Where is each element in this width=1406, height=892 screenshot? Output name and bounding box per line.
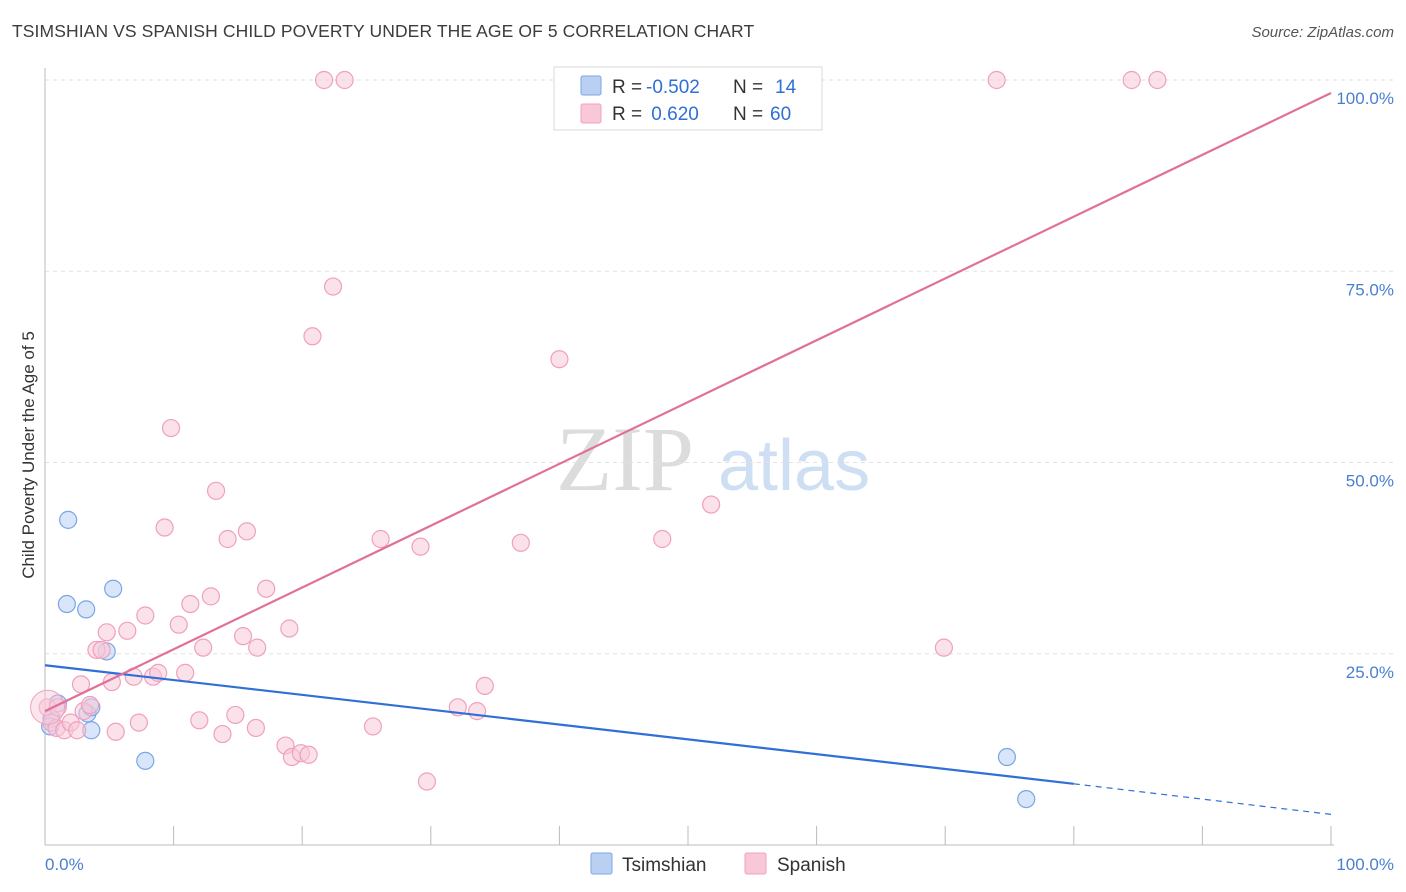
y-tick-label-50: 50.0% — [1346, 472, 1394, 491]
legend-r-value-1: -0.502 — [646, 77, 700, 98]
spanish-point-6 — [68, 721, 87, 740]
spanish-point-25 — [181, 594, 200, 614]
tsimshian-point-10 — [136, 751, 155, 770]
y-tick-labels: 25.0% 50.0% 75.0% 100.0% — [1336, 89, 1394, 682]
tsimshian-point-4 — [77, 600, 96, 619]
legend-swatch-tsimshian — [580, 75, 602, 96]
spanish-point-33 — [233, 627, 253, 646]
scatter-points — [30, 70, 1167, 809]
spanish-point-62 — [1148, 70, 1167, 90]
spanish-point-35 — [248, 638, 267, 657]
spanish-point-11 — [92, 640, 111, 660]
spanish-point-36 — [246, 718, 266, 738]
spanish-point-49 — [411, 537, 430, 556]
watermark-zip: ZIP — [556, 408, 694, 510]
series-legend-swatch-tsimshian — [590, 852, 613, 875]
tsimshian-trend-extension — [1073, 783, 1332, 815]
spanish-point-26 — [190, 711, 209, 730]
spanish-point-22 — [161, 418, 181, 438]
spanish-point-30 — [213, 724, 232, 744]
chart-title: TSIMSHIAN VS SPANISH CHILD POVERTY UNDER… — [12, 21, 755, 41]
tsimshian-point-3 — [59, 510, 78, 529]
spanish-point-46 — [335, 70, 354, 90]
spanish-point-55 — [550, 350, 569, 369]
trend-lines — [44, 92, 1332, 815]
spanish-point-53 — [475, 676, 494, 695]
spanish-point-29 — [206, 481, 226, 500]
watermark-atlas: atlas — [718, 426, 870, 506]
spanish-point-44 — [314, 70, 334, 90]
tsimshian-point-11 — [997, 747, 1017, 767]
series-legend-label-spanish: Spanish — [777, 855, 846, 876]
y-axis-label: Child Poverty Under the Age of 5 — [19, 331, 38, 579]
series-legend-label-tsimshian: Tsimshian — [622, 855, 706, 876]
y-tick-label-100: 100.0% — [1336, 89, 1394, 108]
source-credit: Source: ZipAtlas.com — [1251, 24, 1394, 41]
spanish-point-15 — [118, 621, 137, 640]
spanish-point-12 — [97, 623, 116, 642]
spanish-point-18 — [136, 606, 155, 625]
tsimshian-point-9 — [104, 579, 123, 598]
spanish-point-47 — [363, 717, 383, 736]
spanish-point-37 — [257, 579, 276, 598]
spanish-point-28 — [201, 587, 220, 606]
tsimshian-point-12 — [1017, 789, 1036, 809]
tsimshian-trend-line — [44, 664, 1074, 785]
spanish-point-56 — [653, 529, 672, 549]
spanish-point-27 — [194, 638, 213, 657]
spanish-point-42 — [299, 745, 318, 764]
y-tick-label-75: 75.0% — [1346, 280, 1394, 299]
spanish-point-large — [30, 689, 66, 725]
legend-n-value-1: 14 — [775, 77, 797, 98]
spanish-point-54 — [511, 533, 530, 552]
series-legend: Tsimshian Spanish — [590, 852, 846, 876]
legend-n-value-2: 60 — [770, 104, 791, 125]
spanish-point-48 — [371, 529, 390, 549]
x-tick-label-min: 0.0% — [45, 855, 84, 874]
spanish-point-34 — [237, 522, 257, 541]
spanish-point-32 — [226, 705, 245, 725]
spanish-point-23 — [169, 615, 188, 634]
spanish-point-17 — [129, 713, 148, 732]
spanish-point-50 — [417, 772, 437, 791]
y-tick-label-25: 25.0% — [1346, 663, 1394, 682]
spanish-point-61 — [1122, 70, 1141, 90]
series-legend-swatch-spanish — [744, 852, 767, 875]
spanish-point-60 — [987, 70, 1006, 90]
spanish-point-59 — [934, 638, 954, 657]
gridlines — [45, 79, 1394, 655]
spanish-point-21 — [155, 518, 174, 537]
spanish-point-45 — [323, 277, 343, 296]
spanish-point-43 — [303, 327, 322, 346]
spanish-point-31 — [218, 529, 237, 549]
spanish-trend-line — [44, 92, 1332, 713]
x-tick-label-max: 100.0% — [1336, 855, 1394, 874]
x-axis-ticks — [173, 826, 1332, 845]
tsimshian-point-2 — [57, 594, 76, 614]
spanish-point-52 — [467, 702, 487, 721]
stats-legend: R = -0.502 N = 14 R = 0.620 N = 60 — [553, 66, 823, 131]
spanish-point-9 — [80, 695, 100, 715]
legend-n-label-1: N = — [733, 77, 763, 98]
spanish-point-39 — [280, 619, 299, 638]
spanish-point-24 — [176, 663, 195, 682]
legend-n-label-2: N = — [733, 104, 763, 125]
legend-r-value-2: 0.620 — [646, 104, 699, 125]
legend-r-label-2: R = — [612, 104, 642, 125]
spanish-point-57 — [702, 495, 721, 514]
legend-r-label-1: R = — [612, 77, 642, 98]
legend-swatch-spanish — [580, 103, 602, 124]
spanish-point-14 — [106, 722, 125, 741]
